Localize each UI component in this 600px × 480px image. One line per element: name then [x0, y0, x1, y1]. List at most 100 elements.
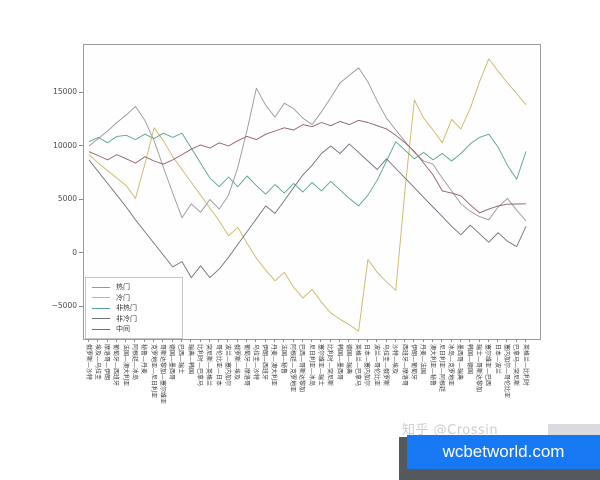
x-tick-mark	[143, 339, 145, 342]
chart-legend: 热门 冷门 非热门 非冷门 中间	[85, 277, 183, 339]
x-tick-mark	[394, 339, 396, 342]
x-tick-label: 沙特—埃及	[391, 344, 399, 375]
x-tick-label: 巴拿马—突尼斯	[512, 344, 520, 387]
x-tick-label: 墨西哥—瑞典	[456, 344, 464, 381]
y-tick-label: 5000	[57, 194, 77, 203]
x-tick-mark	[311, 339, 313, 342]
legend-line-swatch	[92, 286, 110, 288]
legend-row: 非冷门	[92, 314, 176, 325]
x-tick-mark	[441, 339, 443, 342]
x-tick-label: 塞尔维亚—瑞士	[316, 344, 324, 387]
x-tick-label: 摩洛哥—伊朗	[103, 344, 111, 381]
x-tick-label: 德国—瑞典	[344, 344, 352, 375]
x-tick-mark	[246, 339, 248, 342]
series-line-热门	[88, 67, 527, 222]
x-tick-label: 哥斯达黎加—塞尔维亚	[158, 344, 166, 405]
legend-label: 热门	[116, 283, 130, 292]
y-tick-label: 0	[72, 247, 77, 257]
ad-banner[interactable]: wcbetworld.com	[407, 435, 600, 469]
x-tick-label: 英格兰—巴拿马	[354, 344, 362, 387]
x-tick-mark	[320, 339, 322, 342]
x-tick-mark	[376, 339, 378, 342]
x-tick-label: 德国—墨西哥	[168, 344, 176, 381]
legend-row: 中间	[92, 324, 176, 335]
x-tick-mark	[227, 339, 229, 342]
x-tick-mark	[88, 339, 89, 342]
legend-label: 非冷门	[116, 314, 137, 323]
x-tick-mark	[301, 339, 303, 342]
x-tick-label: 克罗地亚—尼日利亚	[149, 344, 157, 399]
x-tick-label: 英格兰—比利时	[521, 344, 529, 387]
x-tick-label: 瑞典—韩国	[186, 344, 194, 375]
x-tick-label: 西班牙—摩洛哥	[400, 344, 408, 387]
x-tick-label: 波兰—哥伦比亚	[372, 344, 380, 387]
x-tick-mark	[422, 339, 424, 342]
x-tick-label: 乌拉圭—沙特	[251, 344, 259, 381]
x-tick-label: 阿根廷—冰岛	[130, 344, 138, 381]
x-tick-label: 丹麦—澳大利亚	[270, 344, 278, 387]
x-tick-label: 突尼斯—英格兰	[205, 344, 213, 387]
x-tick-label: 韩国—德国	[465, 344, 473, 375]
x-tick-label: 澳大利亚—秘鲁	[428, 344, 436, 387]
legend-line-swatch	[92, 307, 110, 309]
x-tick-mark	[171, 339, 173, 342]
x-tick-mark	[404, 339, 406, 342]
x-tick-label: 塞尔维亚—巴西	[484, 344, 492, 387]
x-tick-label: 法国—秘鲁	[279, 344, 287, 375]
x-tick-mark	[497, 339, 499, 342]
x-tick-mark	[283, 339, 285, 342]
x-tick-label: 日本—塞内加尔	[363, 344, 371, 387]
x-tick-mark	[180, 339, 182, 342]
y-tick-label: 10000	[53, 140, 77, 150]
legend-row: 冷门	[92, 293, 176, 304]
x-tick-mark	[134, 339, 136, 342]
x-tick-label: 丹麦—法国	[419, 344, 427, 375]
x-tick-mark	[385, 339, 387, 342]
x-tick-label: 塞内加尔—哥伦比亚	[502, 344, 510, 399]
x-tick-mark	[264, 339, 266, 342]
x-tick-label: 日本—波兰	[493, 344, 501, 375]
x-tick-mark	[348, 339, 350, 342]
x-tick-mark	[515, 339, 517, 342]
x-tick-label: 埃及—乌拉圭	[93, 344, 101, 381]
series-line-非热门	[88, 132, 527, 207]
x-tick-mark	[236, 339, 238, 342]
y-tick-mark	[79, 305, 83, 307]
x-tick-label: 韩国—墨西哥	[335, 344, 343, 381]
x-tick-mark	[125, 339, 127, 342]
x-tick-label: 葡萄牙—摩洛哥	[242, 344, 250, 387]
x-tick-mark	[459, 339, 461, 342]
legend-line-swatch	[92, 297, 110, 299]
x-tick-mark	[153, 339, 155, 342]
x-tick-label: 伊朗—葡萄牙	[409, 344, 417, 381]
series-line-冷门	[88, 58, 527, 332]
series-line-中间	[88, 119, 527, 214]
x-tick-mark	[162, 339, 164, 342]
x-tick-label: 法国—澳大利亚	[121, 344, 129, 387]
x-tick-label: 秘鲁—丹麦	[140, 344, 148, 375]
x-tick-mark	[97, 339, 99, 342]
x-tick-label: 哥伦比亚—日本	[214, 344, 222, 387]
x-tick-mark	[366, 339, 368, 342]
x-tick-mark	[190, 339, 192, 342]
x-tick-mark	[413, 339, 415, 342]
x-tick-mark	[106, 339, 108, 342]
x-tick-label: 比利时—巴拿马	[196, 344, 204, 387]
y-tick-mark	[79, 198, 83, 200]
x-tick-mark	[208, 339, 210, 342]
x-tick-mark	[273, 339, 275, 342]
zhihu-watermark: 知乎 @Crossin	[402, 423, 499, 438]
y-tick-label: −5000	[51, 301, 77, 310]
legend-label: 非热门	[116, 304, 137, 313]
x-tick-label: 俄罗斯—沙特	[84, 344, 92, 381]
y-tick-mark	[79, 252, 83, 253]
y-tick-mark	[79, 91, 83, 93]
x-tick-mark	[339, 339, 341, 342]
series-line-非冷门	[88, 143, 527, 279]
x-tick-label: 葡萄牙—西班牙	[112, 344, 120, 387]
legend-row: 热门	[92, 282, 176, 293]
x-tick-mark	[218, 339, 220, 342]
legend-line-swatch	[92, 318, 110, 320]
x-tick-mark	[292, 339, 294, 342]
